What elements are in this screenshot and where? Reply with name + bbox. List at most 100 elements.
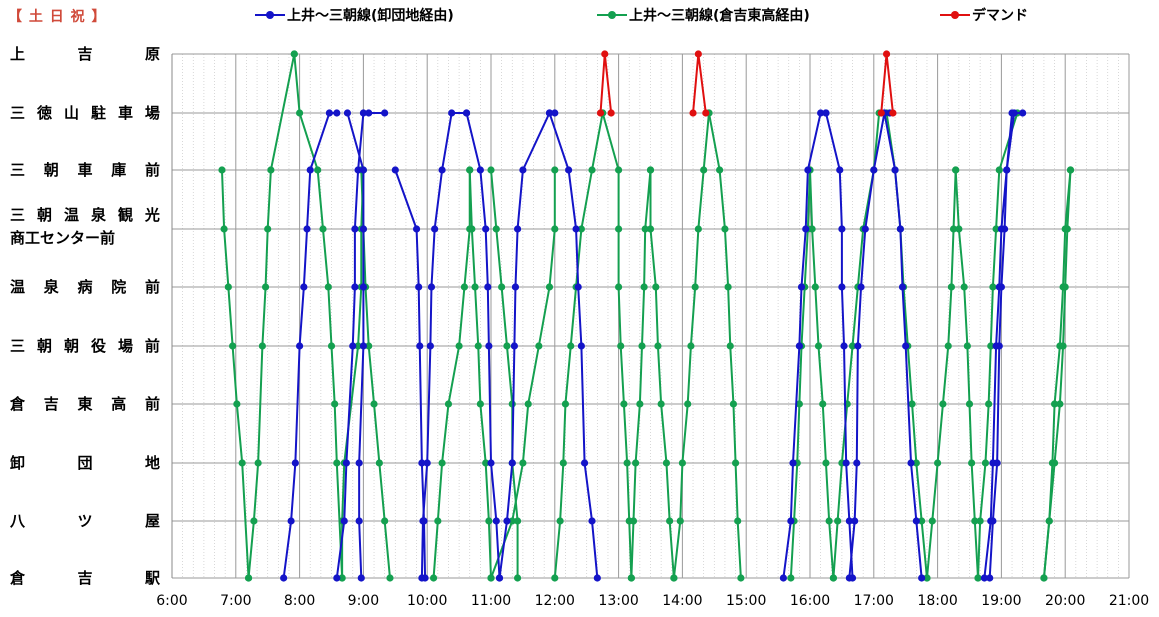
x-tick-label: 13:00 [598,593,639,609]
data-point [896,225,904,233]
data-point [615,166,623,174]
legend-item-higashi: 上井～三朝線(倉吉東高経由) [597,4,810,26]
data-point [808,225,816,233]
data-point [845,574,853,582]
data-point [934,459,942,467]
data-point [468,225,476,233]
data-point [535,342,543,350]
data-point [244,574,253,582]
station-label: 三朝温泉観光 [10,206,160,224]
x-tick-label: 18:00 [917,593,958,609]
data-point [476,400,484,408]
data-point [980,574,988,582]
data-point [731,459,740,467]
data-point [588,166,596,174]
data-point [338,574,346,582]
data-point [629,517,638,525]
data-point [662,459,671,467]
data-point [1019,109,1027,117]
data-point [638,342,646,350]
series-line-1-trip-8 [490,169,519,578]
data-point [218,166,226,174]
data-point [737,574,745,582]
data-point [508,400,516,408]
series-line-1-trip-19 [954,169,980,579]
data-point [593,574,601,582]
station-label: 三朝朝役場前 [10,337,160,355]
data-point [476,166,484,174]
data-point [331,400,339,408]
data-point [838,225,846,233]
data-point [789,459,797,467]
data-point [825,517,833,525]
data-point [787,574,795,582]
data-point [351,283,359,291]
data-point [354,166,362,174]
data-point [952,166,960,174]
data-point [666,517,674,525]
station-label: 三徳山駐車場 [10,104,160,122]
data-point [510,342,518,350]
data-point [418,459,426,467]
data-point [572,225,580,233]
data-point [551,574,559,582]
data-point [355,517,363,525]
data-point [426,342,434,350]
data-point [822,459,830,467]
series-line-1-trip-15 [789,169,811,579]
data-point [976,517,984,525]
data-point [556,517,564,525]
data-point [689,109,697,117]
series-line-2-trip-0 [599,53,613,114]
station-label: 卸団地 [10,454,160,472]
station-label-continued: 商工センター前 [10,229,116,247]
data-point [811,283,819,291]
station-label: 上吉原 [10,45,160,63]
data-point [989,517,997,525]
data-point [729,400,738,408]
data-point [734,517,742,525]
data-point [636,400,644,408]
data-point [431,225,439,233]
data-point [375,459,383,467]
data-point [795,400,803,408]
data-point [354,342,362,350]
data-point [349,342,357,350]
x-tick-label: 14:00 [662,593,703,609]
data-point [870,166,878,174]
data-point [678,459,687,467]
series-line-2-trip-2 [880,53,894,114]
data-point [559,459,567,467]
data-point [280,574,288,582]
data-point [596,109,605,117]
data-point [960,283,968,291]
data-point [551,109,559,117]
series-line-1-trip-12 [649,170,675,579]
data-point [508,459,516,467]
data-point [601,50,609,58]
chart-title: 【 土 日 祝 】 [8,9,107,25]
data-point [819,400,827,408]
data-point [949,225,958,233]
series-line-1-trip-11 [630,169,652,579]
series-line-0-trip-5 [465,112,501,579]
data-point [485,517,493,525]
data-point [955,225,963,233]
data-point [551,225,559,233]
data-point [898,283,907,291]
data-point [233,400,241,408]
data-point [861,225,869,233]
data-point [580,459,589,467]
data-point [971,517,979,525]
data-point [857,283,865,291]
data-point [646,166,655,174]
data-point [845,517,853,525]
data-point [992,225,1000,233]
data-point [359,166,367,174]
data-point [687,342,695,350]
data-point [691,283,699,291]
series-line-1-trip-18 [925,169,957,579]
data-point [438,166,446,174]
data-point [261,283,270,291]
data-point [370,400,378,408]
